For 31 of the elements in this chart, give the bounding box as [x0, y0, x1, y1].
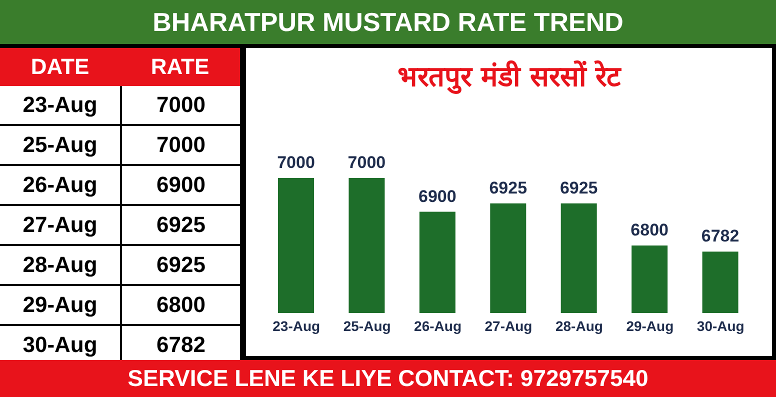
data-label: 7000: [277, 153, 315, 172]
text: DATE: [30, 54, 90, 80]
data-label: 7000: [122, 126, 240, 166]
category-label: 28-Aug: [0, 246, 122, 286]
chart-title: भरतपुर मंडी सरसों रेट: [396, 59, 622, 94]
data-label: 6925: [560, 178, 598, 198]
x-tick-label: 27-Aug: [484, 318, 532, 334]
category-label: 23-Aug: [0, 86, 122, 126]
text: RATE: [150, 54, 210, 80]
data-label: 6900: [418, 186, 456, 206]
text: BHARATPUR MUSTARD RATE TREND: [0, 0, 776, 44]
data-label: 6925: [122, 206, 240, 246]
data-label: 6800: [630, 220, 668, 240]
data-label: 6925: [122, 246, 240, 286]
category-label: 27-Aug: [0, 206, 122, 246]
data-label: 6900: [122, 166, 240, 206]
data-label: 6925: [489, 178, 528, 198]
data-label: 7000: [348, 153, 386, 172]
x-tick-label: 29-Aug: [626, 318, 674, 334]
x-tick-label: 26-Aug: [414, 318, 462, 334]
data-label: 7000: [122, 86, 240, 126]
data-label: 6800: [122, 286, 240, 326]
category-label: 25-Aug: [0, 126, 122, 166]
category-label: 26-Aug: [0, 166, 122, 206]
text: SERVICE LENE KE LIYE CONTACT: 9729757540: [128, 365, 648, 392]
x-tick-label: 23-Aug: [272, 318, 320, 334]
data-label: 6782: [701, 226, 740, 246]
x-tick-label: 28-Aug: [555, 318, 603, 334]
x-tick-label: 30-Aug: [696, 318, 744, 334]
x-tick-label: 25-Aug: [343, 318, 391, 334]
data-label: 6782: [122, 326, 240, 366]
